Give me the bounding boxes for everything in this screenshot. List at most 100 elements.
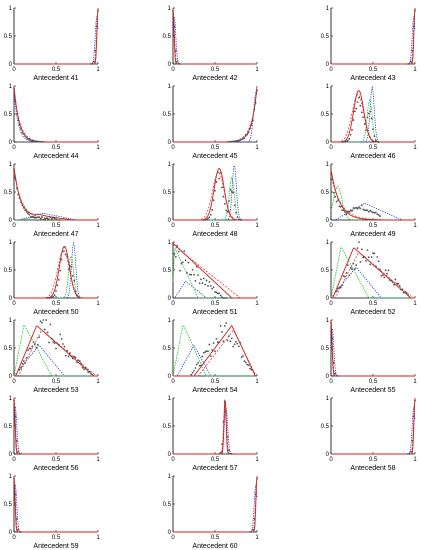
data-point bbox=[66, 349, 69, 352]
data-point bbox=[212, 286, 215, 289]
y-tick-label: 1 bbox=[168, 84, 172, 90]
data-point bbox=[18, 368, 21, 371]
panel: 00 0.5 0.5 1 1 Antecedent 52 bbox=[321, 240, 418, 316]
x-tick-label: 0 bbox=[329, 223, 333, 229]
x-tick-label: 0 bbox=[329, 145, 333, 151]
data-point bbox=[358, 206, 360, 209]
y-tick-label: 1 bbox=[168, 162, 172, 168]
data-point bbox=[91, 62, 94, 65]
y-tick-label: 0.5 bbox=[163, 502, 172, 508]
data-point bbox=[41, 140, 43, 143]
data-point bbox=[256, 477, 258, 480]
data-point bbox=[373, 211, 376, 214]
data-point bbox=[29, 347, 32, 350]
data-point bbox=[341, 284, 344, 287]
x-tick-label: 1 bbox=[413, 379, 417, 385]
x-tick-label: 0.5 bbox=[211, 379, 220, 385]
panel: 00 0.5 0.5 1 1 Antecedent 41 bbox=[4, 6, 101, 82]
data-point bbox=[18, 452, 21, 455]
data-point bbox=[34, 140, 36, 143]
data-point bbox=[341, 141, 344, 143]
y-tick-label: 1 bbox=[326, 396, 330, 402]
data-point bbox=[411, 49, 414, 52]
data-point bbox=[235, 140, 237, 143]
panel: 00 0.5 0.5 1 1 Antecedent 54 bbox=[163, 318, 260, 394]
data-point bbox=[31, 215, 34, 218]
y-tick-label: 0.5 bbox=[4, 268, 13, 274]
data-point bbox=[35, 216, 38, 219]
data-point bbox=[225, 297, 228, 299]
data-point bbox=[204, 351, 207, 353]
data-point bbox=[207, 285, 209, 287]
data-point bbox=[230, 140, 233, 143]
data-point bbox=[34, 343, 36, 345]
series-line-green bbox=[330, 186, 415, 221]
data-point bbox=[46, 217, 49, 220]
data-point bbox=[342, 275, 345, 277]
series-line-red-solid bbox=[14, 245, 98, 299]
data-point bbox=[351, 268, 353, 270]
data-point bbox=[239, 341, 242, 344]
data-point bbox=[49, 323, 52, 326]
data-point bbox=[177, 62, 180, 65]
y-tick-label: 0.5 bbox=[4, 34, 13, 40]
panel-label: Antecedent 60 bbox=[192, 543, 237, 550]
y-tick-label: 0 bbox=[326, 374, 330, 380]
data-point bbox=[173, 25, 176, 28]
series-line-blue bbox=[14, 241, 98, 299]
data-point bbox=[49, 216, 52, 219]
x-tick-label: 0.5 bbox=[369, 301, 378, 307]
data-point bbox=[214, 350, 216, 353]
data-point bbox=[408, 62, 411, 65]
data-point bbox=[254, 102, 257, 104]
data-point bbox=[215, 181, 218, 183]
panel: 00 0.5 0.5 1 1 Antecedent 47 bbox=[4, 162, 101, 238]
data-point bbox=[412, 415, 415, 418]
data-point bbox=[202, 277, 205, 280]
panel: 00 0.5 0.5 1 1 Antecedent 50 bbox=[4, 240, 101, 316]
data-point bbox=[69, 352, 71, 354]
data-point bbox=[38, 140, 41, 143]
data-point bbox=[78, 297, 81, 299]
data-point bbox=[374, 211, 377, 214]
data-point bbox=[240, 356, 243, 359]
data-point bbox=[369, 263, 372, 266]
data-point bbox=[209, 355, 212, 357]
y-tick-label: 0 bbox=[9, 296, 13, 302]
data-point bbox=[239, 139, 242, 141]
data-point bbox=[244, 134, 247, 137]
data-point bbox=[365, 129, 367, 132]
data-point bbox=[21, 131, 24, 134]
data-point bbox=[32, 341, 35, 344]
data-point bbox=[233, 140, 236, 143]
data-point bbox=[356, 247, 359, 250]
data-point bbox=[17, 193, 20, 196]
panel: 00 0.5 0.5 1 1 Antecedent 46 bbox=[321, 84, 418, 160]
data-point bbox=[408, 452, 411, 455]
data-point bbox=[172, 9, 174, 12]
x-tick-label: 1 bbox=[96, 379, 100, 385]
x-tick-label: 0.5 bbox=[52, 535, 61, 541]
x-tick-label: 1 bbox=[96, 457, 100, 463]
x-tick-label: 0 bbox=[12, 535, 16, 541]
series-line-blue bbox=[331, 16, 416, 65]
data-point bbox=[25, 356, 28, 359]
x-tick-label: 0.5 bbox=[211, 223, 220, 229]
data-point bbox=[352, 262, 355, 265]
series-line-red-dashed bbox=[13, 88, 98, 143]
data-point bbox=[346, 139, 349, 142]
data-point bbox=[363, 209, 366, 212]
data-point bbox=[372, 211, 374, 214]
series-line-red-dashed bbox=[173, 398, 257, 455]
data-point bbox=[48, 341, 50, 344]
data-point bbox=[180, 262, 183, 265]
data-point bbox=[349, 133, 352, 136]
data-point bbox=[218, 452, 221, 455]
data-point bbox=[237, 345, 240, 348]
y-tick-label: 1 bbox=[168, 318, 172, 324]
data-point bbox=[27, 137, 29, 140]
y-tick-label: 0.5 bbox=[321, 34, 330, 40]
data-point bbox=[338, 205, 341, 208]
data-point bbox=[388, 279, 391, 282]
series-line-green bbox=[172, 324, 257, 377]
